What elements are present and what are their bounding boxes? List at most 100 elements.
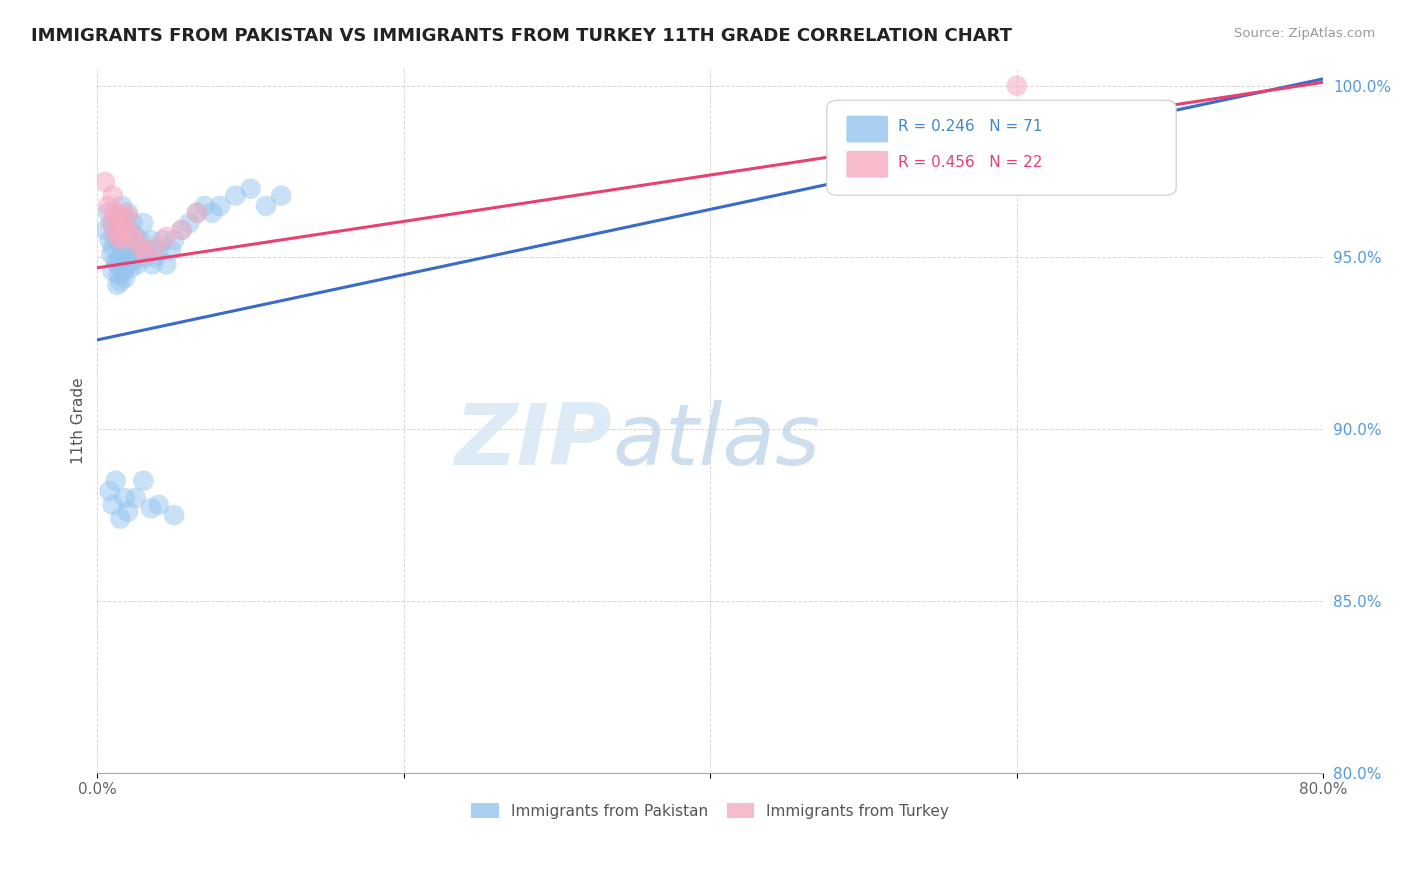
Point <box>194 199 217 213</box>
Point <box>98 484 121 499</box>
FancyBboxPatch shape <box>846 116 889 143</box>
Point <box>141 257 163 271</box>
Point <box>117 209 139 223</box>
Point <box>114 223 136 237</box>
Point <box>105 209 128 223</box>
Point <box>101 264 124 278</box>
Point <box>114 244 136 258</box>
Point <box>107 230 129 244</box>
Y-axis label: 11th Grade: 11th Grade <box>72 377 86 464</box>
Point <box>105 233 128 247</box>
Point <box>104 253 127 268</box>
Point <box>120 260 142 275</box>
Point <box>101 188 124 202</box>
Point <box>170 223 193 237</box>
Point <box>179 216 201 230</box>
Legend: Immigrants from Pakistan, Immigrants from Turkey: Immigrants from Pakistan, Immigrants fro… <box>465 797 955 825</box>
Point <box>104 474 127 488</box>
Point <box>114 212 136 227</box>
Point <box>111 233 134 247</box>
Point <box>163 233 186 247</box>
Point <box>112 223 135 237</box>
Point <box>160 244 183 258</box>
Point <box>148 498 170 512</box>
Point <box>107 268 129 282</box>
Point <box>186 206 208 220</box>
Point <box>270 188 292 202</box>
Point <box>134 251 156 265</box>
Point <box>152 233 174 247</box>
Point <box>97 206 120 220</box>
Point <box>110 251 132 265</box>
Text: atlas: atlas <box>612 401 820 483</box>
Point <box>128 244 150 258</box>
Point <box>117 505 139 519</box>
Point <box>111 240 134 254</box>
Point <box>101 216 124 230</box>
Point <box>132 216 155 230</box>
Point <box>101 240 124 254</box>
Point <box>129 240 152 254</box>
FancyBboxPatch shape <box>827 100 1177 195</box>
Point <box>118 223 141 237</box>
Point <box>129 233 152 247</box>
Point <box>97 199 120 213</box>
Point <box>121 253 143 268</box>
Point <box>94 175 117 189</box>
Point <box>120 233 142 247</box>
Point <box>98 233 121 247</box>
Point <box>170 223 193 237</box>
Point <box>139 233 162 247</box>
Point <box>117 251 139 265</box>
Point <box>186 206 208 220</box>
Point <box>103 206 125 220</box>
Point <box>239 182 262 196</box>
Point <box>112 206 135 220</box>
Point <box>254 199 277 213</box>
Point <box>155 257 177 271</box>
Point <box>101 498 124 512</box>
Point <box>104 209 127 223</box>
Point <box>163 508 186 522</box>
Point <box>115 257 138 271</box>
Point <box>155 230 177 244</box>
Point <box>201 206 224 220</box>
Point <box>104 227 127 241</box>
Text: Source: ZipAtlas.com: Source: ZipAtlas.com <box>1234 27 1375 40</box>
Point <box>110 511 132 525</box>
Point <box>94 223 117 237</box>
Point <box>105 277 128 292</box>
Point <box>110 216 132 230</box>
Point <box>103 227 125 241</box>
Point <box>1005 78 1028 93</box>
Point <box>132 474 155 488</box>
Point <box>100 247 122 261</box>
Point <box>114 491 136 505</box>
Point <box>120 227 142 241</box>
Text: ZIP: ZIP <box>454 401 612 483</box>
Point <box>124 233 146 247</box>
Text: R = 0.246   N = 71: R = 0.246 N = 71 <box>898 120 1042 135</box>
Point <box>145 240 167 254</box>
Point <box>117 206 139 220</box>
Point <box>112 264 135 278</box>
Point <box>145 251 167 265</box>
Point <box>148 244 170 258</box>
Point <box>110 275 132 289</box>
Point <box>224 188 246 202</box>
Point <box>136 244 159 258</box>
FancyBboxPatch shape <box>846 151 889 178</box>
Point <box>107 216 129 230</box>
Point <box>121 216 143 230</box>
Point <box>127 257 149 271</box>
Point <box>115 230 138 244</box>
Point <box>124 230 146 244</box>
Point <box>100 216 122 230</box>
Point <box>122 240 145 254</box>
Point <box>111 199 134 213</box>
Point <box>105 257 128 271</box>
Point <box>114 271 136 285</box>
Text: IMMIGRANTS FROM PAKISTAN VS IMMIGRANTS FROM TURKEY 11TH GRADE CORRELATION CHART: IMMIGRANTS FROM PAKISTAN VS IMMIGRANTS F… <box>31 27 1012 45</box>
Text: R = 0.456   N = 22: R = 0.456 N = 22 <box>898 154 1042 169</box>
Point <box>139 501 162 516</box>
